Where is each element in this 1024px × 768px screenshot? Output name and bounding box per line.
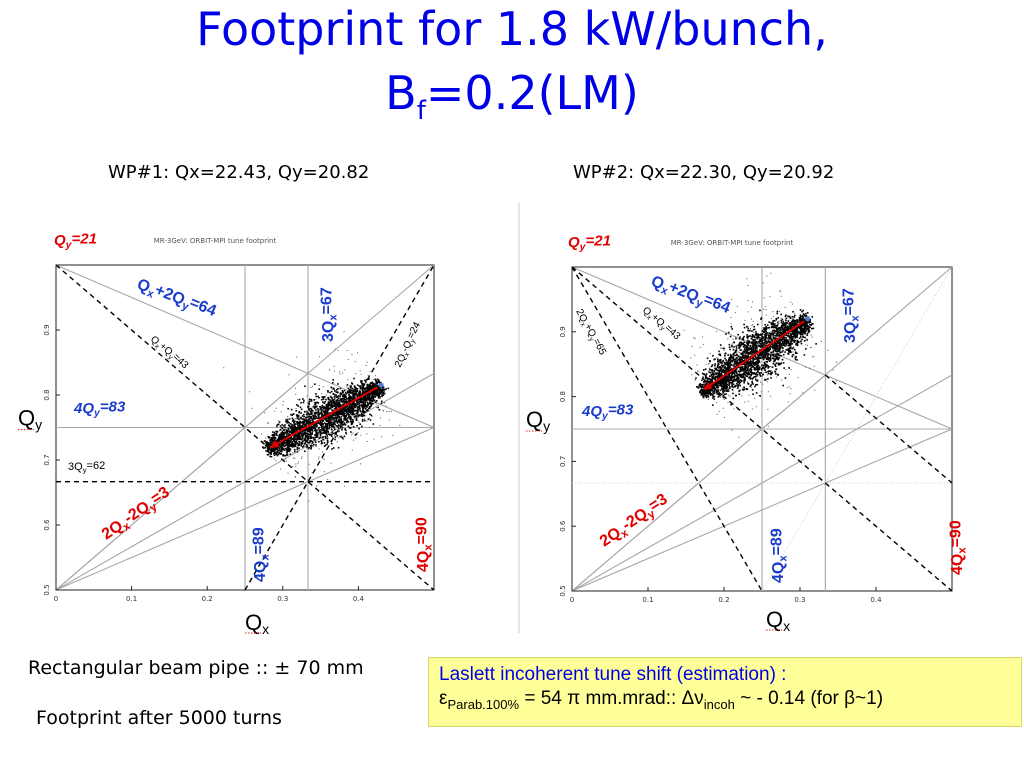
x-tick-label: 0.3 xyxy=(277,595,288,603)
label-qx-qy-43: Qx+Qy=43 xyxy=(639,304,682,345)
y-tick-label: 0.7 xyxy=(559,456,567,467)
y-tick-label: 0.5 xyxy=(43,584,51,595)
label-4qx-90: 4Qx=90 xyxy=(948,520,969,575)
x-tick-label: 0.2 xyxy=(202,595,213,603)
label-qy-21: Qy=21 xyxy=(54,231,97,252)
label-4qy-83: 4Qy=83 xyxy=(73,399,126,420)
slide-title-line2: Bf=0.2(LM) xyxy=(385,66,639,126)
x-tick-label: 0.1 xyxy=(642,596,653,604)
x-axis-title: Qx xyxy=(245,610,269,636)
y-tick-label: 0.8 xyxy=(43,389,51,400)
y-axis-title: Qy xyxy=(526,407,550,434)
label-2qx-2qy-3: 2Qx-2Qy=3 xyxy=(97,484,175,546)
footprint-svg: MR-3GeV: ORBIT-MPI tune footprint 0 0.1 0.2… xyxy=(526,233,969,633)
label-3qx-67: 3Qx=67 xyxy=(319,287,340,342)
x-tick-label: 0.1 xyxy=(126,595,137,603)
tune-shift-arrow xyxy=(272,386,379,447)
y-tick-label: 0.5 xyxy=(559,585,567,596)
label-2qx-qy-65: 2Qx+Qy=65 xyxy=(572,307,608,359)
label-qx-qy-43: Qx+Qy=43 xyxy=(147,333,190,374)
y-tick-label: 0.6 xyxy=(559,520,567,532)
laslett-title: Laslett incoherent tune shift (estimatio… xyxy=(439,664,787,685)
tune-footprint-cloud xyxy=(679,272,838,438)
plot-header: MR-3GeV: ORBIT-MPI tune footprint xyxy=(154,237,277,245)
working-point-1-label: WP#1: Qx=22.43, Qy=20.82 xyxy=(108,162,370,183)
x-tick-label: 0.3 xyxy=(794,596,805,604)
x-tick-label: 0 xyxy=(570,596,574,604)
tune-footprint-plot-wp2: MR-3GeV: ORBIT-MPI tune footprint 0 0.1 0.2… xyxy=(518,203,1024,633)
dashed-resonance-line xyxy=(824,374,952,484)
label-4qy-83: 4Qy=83 xyxy=(581,402,634,423)
label-3qy-62: 3Qy=62 xyxy=(68,460,105,474)
slide-title-line1: Footprint for 1.8 kW/bunch, xyxy=(196,2,828,56)
tune-shift-arrow xyxy=(705,320,805,389)
turns-note: Footprint after 5000 turns xyxy=(36,707,282,729)
label-4qx-90: 4Qx=90 xyxy=(414,517,435,572)
y-tick-label: 0.6 xyxy=(43,519,51,531)
footprint-svg: MR-3GeV: ORBIT-MPI tune footprint 0 0.1 0.2… xyxy=(18,231,435,636)
label-3qx-67: 3Qx=67 xyxy=(841,288,862,343)
tune-footprint-cloud xyxy=(223,331,401,502)
beam-pipe-note: Rectangular beam pipe :: ± 70 mm xyxy=(28,657,364,679)
label-qx-2qy-64: Qx+2Qy=64 xyxy=(648,270,733,322)
y-tick-label: 0.9 xyxy=(43,324,51,335)
x-tick-label: 0.2 xyxy=(718,596,729,604)
label-2qx-qy-24: 2Qx-Qy=24 xyxy=(391,320,426,370)
laslett-formula: εParab.100% = 54 π mm.mrad:: Δνincoh ~ -… xyxy=(439,688,884,712)
plot-header: MR-3GeV: ORBIT-MPI tune footprint xyxy=(671,239,794,247)
label-qy-21: Qy=21 xyxy=(568,233,611,254)
y-tick-label: 0.7 xyxy=(43,454,51,465)
label-4qx-89: 4Qx=89 xyxy=(769,528,790,583)
laslett-tune-shift-box: Laslett incoherent tune shift (estimatio… xyxy=(428,657,1022,727)
y-axis-title: Qy xyxy=(18,406,42,433)
label-2qx-2qy-3: 2Qx-2Qy=3 xyxy=(595,491,673,553)
tune-footprint-plot-wp1: MR-3GeV: ORBIT-MPI tune footprint 0 0.1 0.2… xyxy=(8,210,436,636)
y-tick-label: 0.9 xyxy=(559,326,567,337)
x-tick-label: 0 xyxy=(54,595,58,603)
y-tick-label: 0.8 xyxy=(559,391,567,402)
x-axis-title: Qx xyxy=(766,607,790,633)
x-tick-label: 0.4 xyxy=(870,596,882,604)
dashed-resonance-line xyxy=(572,267,952,591)
x-tick-label: 0.4 xyxy=(353,595,365,603)
label-4qx-89: 4Qx=89 xyxy=(251,527,272,582)
dashed-resonance-line xyxy=(56,265,434,590)
working-point-2-label: WP#2: Qx=22.30, Qy=20.92 xyxy=(573,162,835,183)
